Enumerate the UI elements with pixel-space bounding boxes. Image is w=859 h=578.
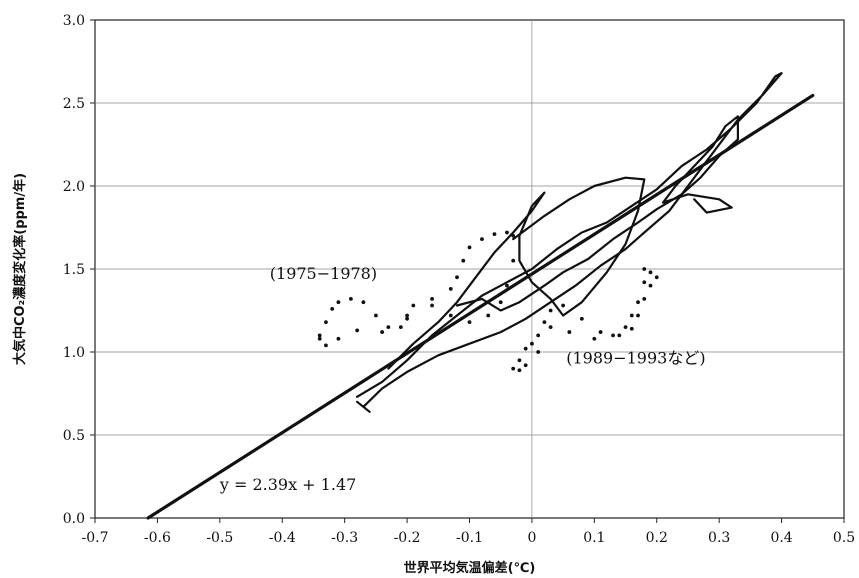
data-point	[592, 336, 597, 341]
x-axis-title: 世界平均気温偏差(℃)	[404, 560, 536, 576]
data-point	[324, 343, 328, 348]
x-tick-label: 0.5	[833, 530, 855, 546]
data-point	[498, 300, 503, 305]
tick-layer: -0.7 -0.6 -0.5 -0.4 -0.3 -0.2 -0.1 0 0.1 0.2 0.3 0.…	[63, 13, 855, 546]
x-tick-label: -0.3	[331, 530, 358, 546]
data-point	[542, 320, 547, 325]
x-tick-label: -0.5	[206, 530, 233, 546]
series-line	[387, 176, 646, 370]
data-point	[548, 325, 553, 329]
x-tick-label: 0	[527, 530, 536, 546]
y-axis-title: 大気中CO₂濃度変化率(ppm/年)	[12, 173, 28, 365]
y-tick-label: 1.0	[63, 345, 85, 361]
data-point	[336, 336, 341, 341]
y-tick-label: 0.0	[63, 511, 85, 527]
data-point	[579, 316, 584, 321]
data-point	[405, 316, 409, 321]
data-point	[642, 267, 647, 271]
data-point	[349, 296, 353, 301]
data-point	[398, 325, 403, 329]
data-point	[629, 326, 634, 331]
data-point	[511, 258, 516, 263]
data-point	[654, 275, 659, 280]
data-point	[536, 333, 541, 338]
data-point	[517, 368, 522, 373]
data-point	[336, 300, 341, 305]
data-point	[361, 300, 366, 305]
x-tick-label: -0.1	[456, 530, 483, 546]
data-point	[642, 280, 647, 285]
data-point	[324, 320, 328, 325]
data-point	[455, 275, 459, 280]
data-point	[467, 320, 472, 325]
data-point	[317, 333, 322, 338]
data-point	[617, 333, 622, 338]
x-tick-label: 0.3	[708, 530, 730, 546]
regression-layer: y = 2.39x + 1.47	[146, 93, 815, 520]
data-point	[511, 366, 516, 371]
data-point	[448, 287, 453, 291]
data-point	[523, 363, 528, 368]
regression-line	[146, 93, 815, 520]
series-line	[356, 72, 783, 413]
data-point	[536, 350, 541, 354]
x-tick-label: 0.4	[770, 530, 792, 546]
data-point	[386, 325, 391, 329]
y-tick-label: 1.5	[63, 262, 85, 278]
data-point	[355, 328, 360, 333]
data-point	[648, 270, 653, 275]
data-point	[623, 325, 628, 329]
data-point	[548, 308, 553, 313]
annotation-label: (1975−1978)	[270, 264, 377, 283]
data-point	[380, 330, 385, 334]
annotation-layer: (1975−1978) (1989−1993など)	[270, 264, 706, 368]
data-point	[530, 341, 534, 346]
data-point	[411, 303, 416, 308]
data-point	[598, 330, 603, 334]
data-point	[505, 230, 509, 235]
data-point	[461, 258, 466, 263]
data-point	[567, 330, 572, 334]
x-tick-label: -0.7	[82, 530, 109, 546]
data-point	[330, 306, 335, 311]
data-point	[430, 303, 434, 308]
data-point	[467, 245, 472, 250]
data-point	[523, 346, 528, 351]
data-point	[505, 283, 509, 288]
x-tick-label: 0.2	[646, 530, 668, 546]
data-point	[373, 313, 378, 318]
x-tick-label: -0.4	[269, 530, 296, 546]
data-point	[430, 296, 434, 301]
y-tick-label: 2.5	[63, 96, 85, 112]
x-tick-label: -0.2	[394, 530, 421, 546]
data-point	[448, 313, 453, 318]
data-point	[636, 313, 640, 318]
data-point	[405, 313, 409, 318]
data-point	[629, 313, 634, 318]
x-tick-label: 0.1	[583, 530, 605, 546]
x-tick-label: -0.6	[144, 530, 171, 546]
data-point	[480, 237, 484, 242]
regression-equation: y = 2.39x + 1.47	[219, 475, 356, 494]
data-point	[636, 300, 640, 305]
y-tick-label: 3.0	[63, 13, 85, 29]
data-point	[317, 336, 322, 341]
y-tick-label: 0.5	[63, 428, 85, 444]
y-tick-label: 2.0	[63, 179, 85, 195]
data-point	[492, 232, 497, 237]
data-point	[517, 358, 522, 363]
data-point	[611, 333, 615, 338]
data-point	[486, 313, 491, 318]
data-point	[648, 283, 653, 288]
annotation-label: (1989−1993など)	[566, 349, 705, 368]
data-point	[561, 303, 566, 308]
data-point	[642, 296, 647, 301]
data-point	[511, 233, 516, 238]
